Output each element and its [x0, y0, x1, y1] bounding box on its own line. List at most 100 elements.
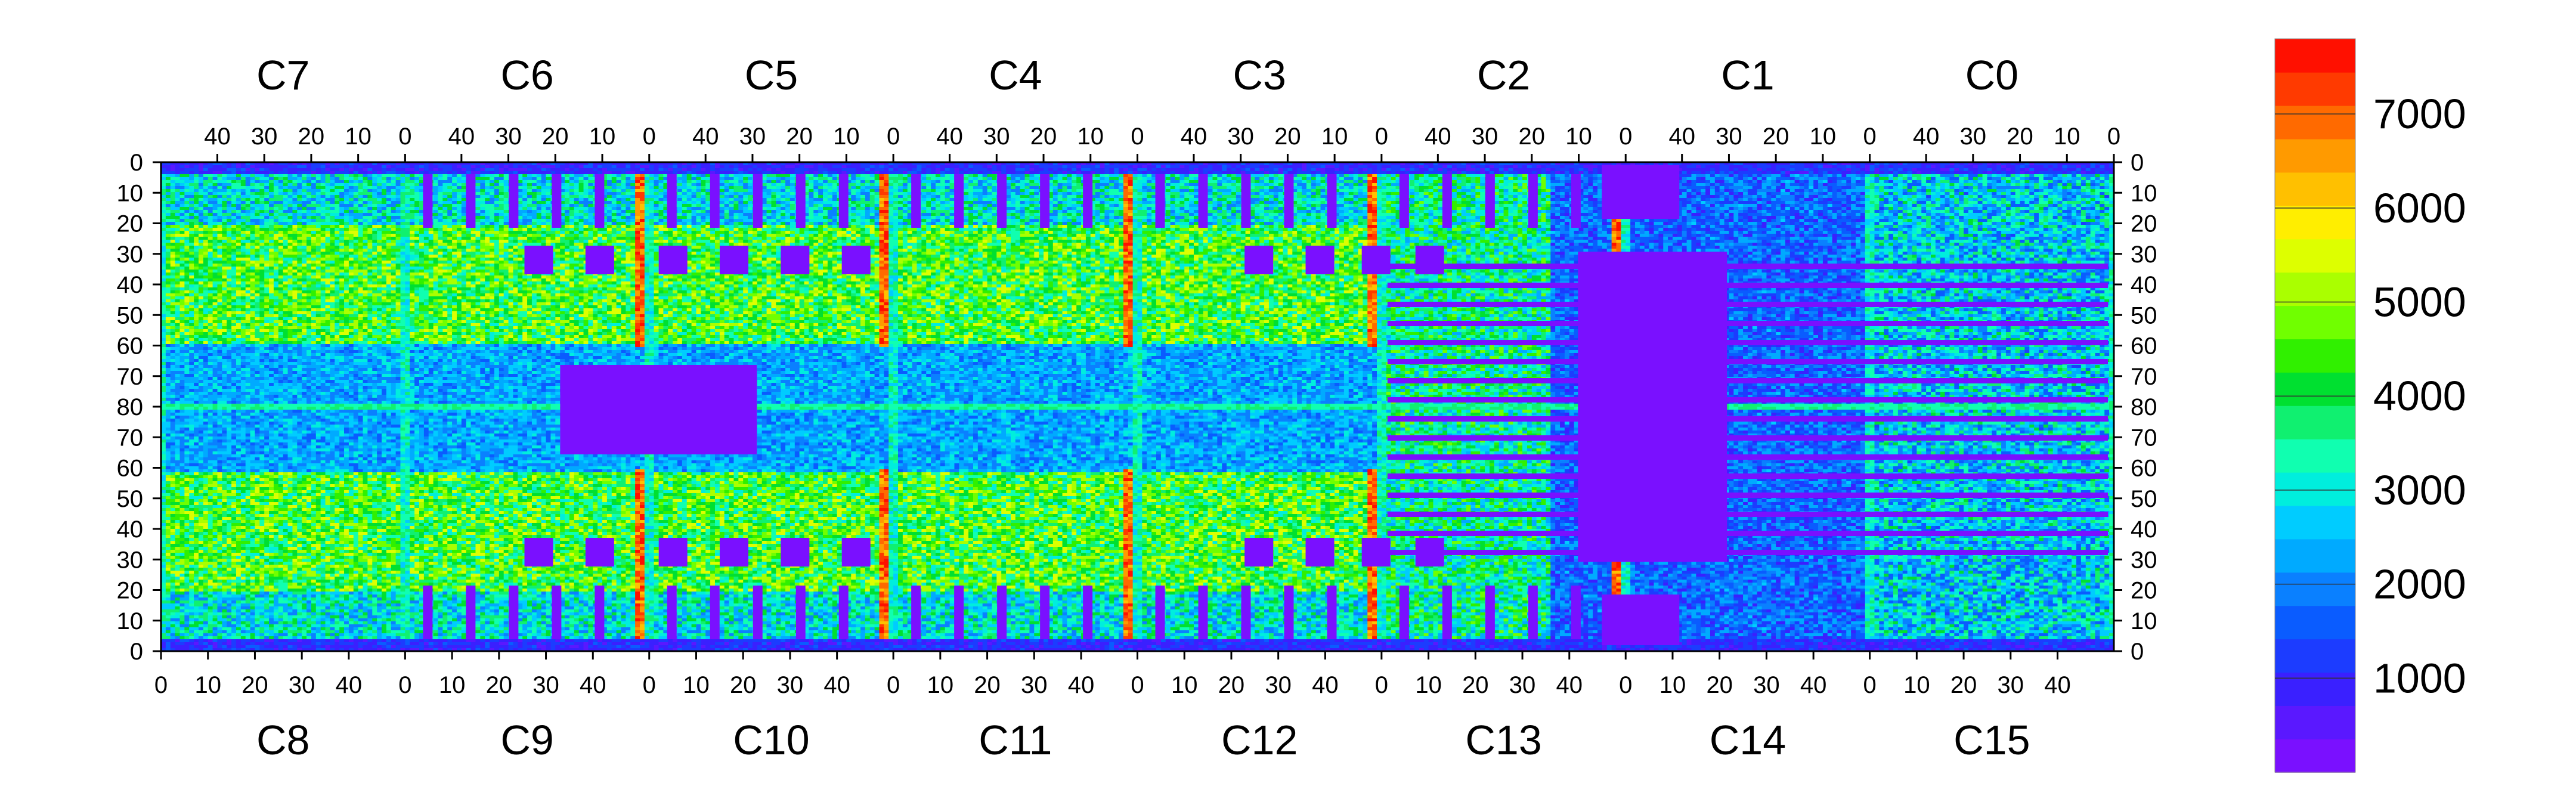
- colorbar-segment: [2275, 739, 2355, 773]
- colorbar-segment: [2275, 639, 2355, 673]
- left-tick-label: 10: [117, 180, 144, 206]
- chip-label-bottom: C9: [500, 717, 553, 763]
- bottom-tick-label: 20: [1218, 672, 1245, 698]
- feature-stripe: [1388, 359, 2108, 364]
- right-tick-label: 70: [2131, 425, 2157, 451]
- feature-pin: [1327, 586, 1337, 639]
- feature-pin: [710, 586, 720, 639]
- bottom-tick-label: 40: [1800, 672, 1827, 698]
- colorbar-segment: [2275, 172, 2355, 206]
- right-tick-label: 40: [2131, 272, 2157, 298]
- top-tick-label: 40: [936, 123, 963, 150]
- right-tick-label: 20: [2131, 211, 2157, 237]
- feature-pin: [753, 174, 763, 228]
- bottom-tick-label: 10: [194, 672, 221, 698]
- colorbar-tick-label: 1000: [2373, 655, 2466, 701]
- right-tick-label: 0: [2131, 150, 2144, 176]
- feature-pin: [509, 174, 518, 228]
- feature-stripe: [1388, 416, 2108, 422]
- feature-square: [1416, 246, 1444, 274]
- bottom-tick-label: 30: [1265, 672, 1292, 698]
- colorbar-tick-label: 5000: [2373, 279, 2466, 326]
- right-tick-label: 20: [2131, 578, 2157, 604]
- feature-pin: [1156, 174, 1165, 228]
- bottom-tick-label: 30: [777, 672, 804, 698]
- colorbar-segment: [2275, 139, 2355, 173]
- top-tick-label: 20: [542, 123, 569, 150]
- colorbar-segment: [2275, 439, 2355, 473]
- feature-square: [720, 538, 748, 566]
- right-tick-label: 60: [2131, 456, 2157, 482]
- feature-c1-bottom: [1602, 595, 1679, 645]
- top-tick-label: 40: [692, 123, 719, 150]
- bottom-tick-label: 10: [439, 672, 466, 698]
- feature-pin: [552, 174, 561, 228]
- left-tick-label: 80: [117, 394, 144, 420]
- left-tick-label: 60: [117, 456, 144, 482]
- left-tick-label: 0: [130, 639, 143, 665]
- feature-pin: [839, 174, 849, 228]
- feature-square: [1306, 538, 1335, 566]
- top-tick-label: 30: [739, 123, 766, 150]
- feature-pin: [1571, 174, 1581, 228]
- top-tick-label: 40: [1913, 123, 1940, 150]
- bottom-tick-label: 20: [242, 672, 268, 698]
- bottom-tick-label: 40: [580, 672, 606, 698]
- feature-square: [1244, 538, 1273, 566]
- feature-square: [659, 538, 688, 566]
- left-tick-label: 20: [117, 211, 144, 237]
- colorbar-segment: [2275, 239, 2355, 273]
- colorbar-segment: [2275, 206, 2355, 240]
- feature-pin: [466, 174, 475, 228]
- right-tick-label: 40: [2131, 516, 2157, 543]
- feature-pin: [1083, 174, 1092, 228]
- chip-label-bottom: C8: [256, 717, 309, 763]
- top-tick-label: 0: [1131, 123, 1144, 150]
- bottom-tick-label: 10: [1903, 672, 1930, 698]
- top-tick-label: 30: [1227, 123, 1254, 150]
- bottom-tick-label: 10: [1415, 672, 1442, 698]
- chip-label-top: C1: [1721, 52, 1774, 98]
- feature-pin: [1571, 586, 1581, 639]
- feature-square: [1244, 246, 1273, 274]
- feature-square: [720, 246, 748, 274]
- bottom-tick-label: 30: [532, 672, 559, 698]
- feature-pin: [1040, 174, 1049, 228]
- chip-label-bottom: C13: [1465, 717, 1541, 763]
- feature-pin: [1485, 174, 1495, 228]
- right-tick-label: 80: [2131, 394, 2157, 420]
- feature-pin: [1199, 174, 1208, 228]
- bottom-tick-label: 40: [1312, 672, 1339, 698]
- feature-stripe: [1388, 531, 2108, 536]
- feature-square: [525, 538, 553, 566]
- chip-label-bottom: C10: [733, 717, 809, 763]
- colorbar-segment: [2275, 539, 2355, 573]
- feature-square: [525, 246, 553, 274]
- bottom-tick-label: 10: [1659, 672, 1686, 698]
- feature-c1-top: [1602, 165, 1679, 219]
- top-tick-label: 0: [398, 123, 411, 150]
- bottom-tick-label: 0: [643, 672, 656, 698]
- feature-pin: [1528, 586, 1538, 639]
- chip-label-top: C5: [745, 52, 798, 98]
- colorbar-segment: [2275, 705, 2355, 739]
- colorbar-tick-label: 2000: [2373, 561, 2466, 608]
- bottom-tick-label: 40: [2044, 672, 2071, 698]
- chip-label-top: C2: [1477, 52, 1530, 98]
- feature-pin: [1442, 174, 1452, 228]
- top-tick-label: 10: [589, 123, 616, 150]
- feature-stripe: [1388, 397, 2108, 402]
- left-tick-label: 40: [117, 516, 144, 543]
- bottom-tick-label: 10: [1171, 672, 1198, 698]
- feature-pin: [595, 174, 604, 228]
- top-tick-label: 10: [1565, 123, 1592, 150]
- heatmap-cells: [161, 162, 2114, 652]
- bottom-tick-label: 0: [1619, 672, 1632, 698]
- top-tick-label: 30: [1960, 123, 1987, 150]
- feature-square: [781, 246, 809, 274]
- left-tick-label: 50: [117, 486, 144, 512]
- colorbar-segment: [2275, 72, 2355, 106]
- right-tick-label: 10: [2131, 608, 2157, 634]
- colorbar-segment: [2275, 339, 2355, 373]
